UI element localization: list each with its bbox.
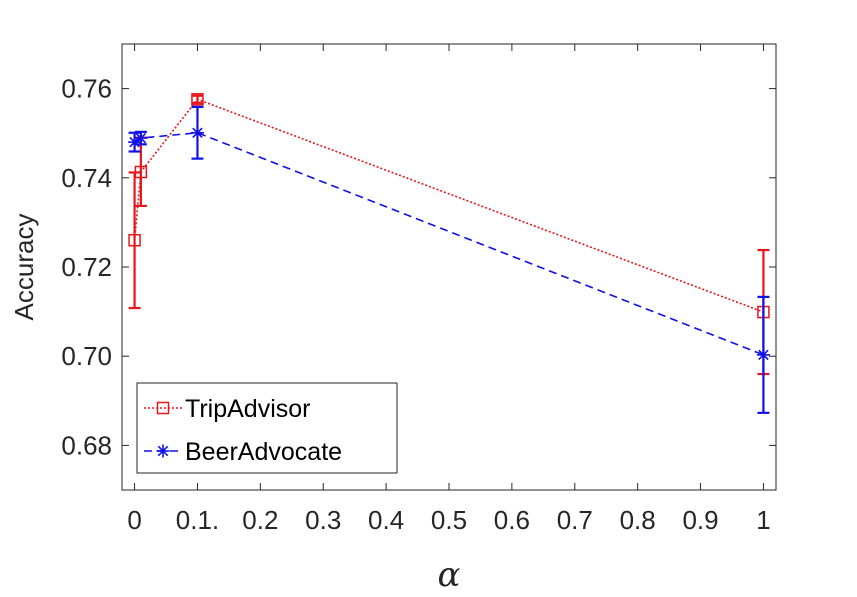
legend-marker (156, 444, 170, 458)
x-tick-label: 0.3 (305, 505, 341, 535)
legend-label: TripAdvisor (185, 395, 311, 423)
legend-marker (156, 401, 170, 415)
y-tick-label: 0.72 (61, 252, 112, 282)
data-point (756, 348, 770, 362)
y-tick-label: 0.70 (61, 341, 112, 371)
series-beeradvocate (128, 105, 770, 414)
x-tick-label: 0 (127, 505, 141, 535)
data-point (128, 233, 141, 247)
legend-entry: BeerAdvocate (144, 438, 342, 466)
legend-label: BeerAdvocate (185, 438, 342, 466)
x-tick-label: 1 (756, 505, 770, 535)
y-axis-label: Accuracy (9, 214, 39, 321)
y-tick-label: 0.76 (61, 74, 112, 104)
data-point (134, 165, 148, 179)
x-axis-label: α (438, 555, 461, 595)
x-tick-label: 0.4 (368, 505, 404, 535)
x-tick-label: 0.2 (242, 505, 278, 535)
legend: TripAdvisor BeerAdvocate (136, 382, 398, 474)
data-point (191, 93, 204, 106)
y-tick-label: 0.74 (61, 163, 112, 193)
data-point (190, 126, 204, 140)
x-tick-label: 0.1. (176, 505, 219, 535)
axis-tick-labels: 0 0.1. 0.2 0.3 0.4 0.5 0.6 0.7 0.8 0.9 1 0.68 0.70 0.… (61, 74, 770, 535)
x-tick-label: 0.6 (494, 505, 530, 535)
series-layer (128, 93, 770, 414)
error-bar (128, 171, 141, 310)
axis-ticks (122, 44, 776, 490)
series-line (134, 131, 764, 356)
legend-entry: TripAdvisor (144, 395, 311, 423)
x-tick-label: 0.9 (682, 505, 718, 535)
error-bar (191, 94, 204, 104)
legend-box (136, 382, 398, 474)
x-tick-label: 0.7 (557, 505, 593, 535)
data-point (134, 131, 148, 145)
x-tick-label: 0.8 (620, 505, 656, 535)
x-tick-label: 0.5 (431, 505, 467, 535)
y-tick-label: 0.68 (61, 430, 112, 460)
